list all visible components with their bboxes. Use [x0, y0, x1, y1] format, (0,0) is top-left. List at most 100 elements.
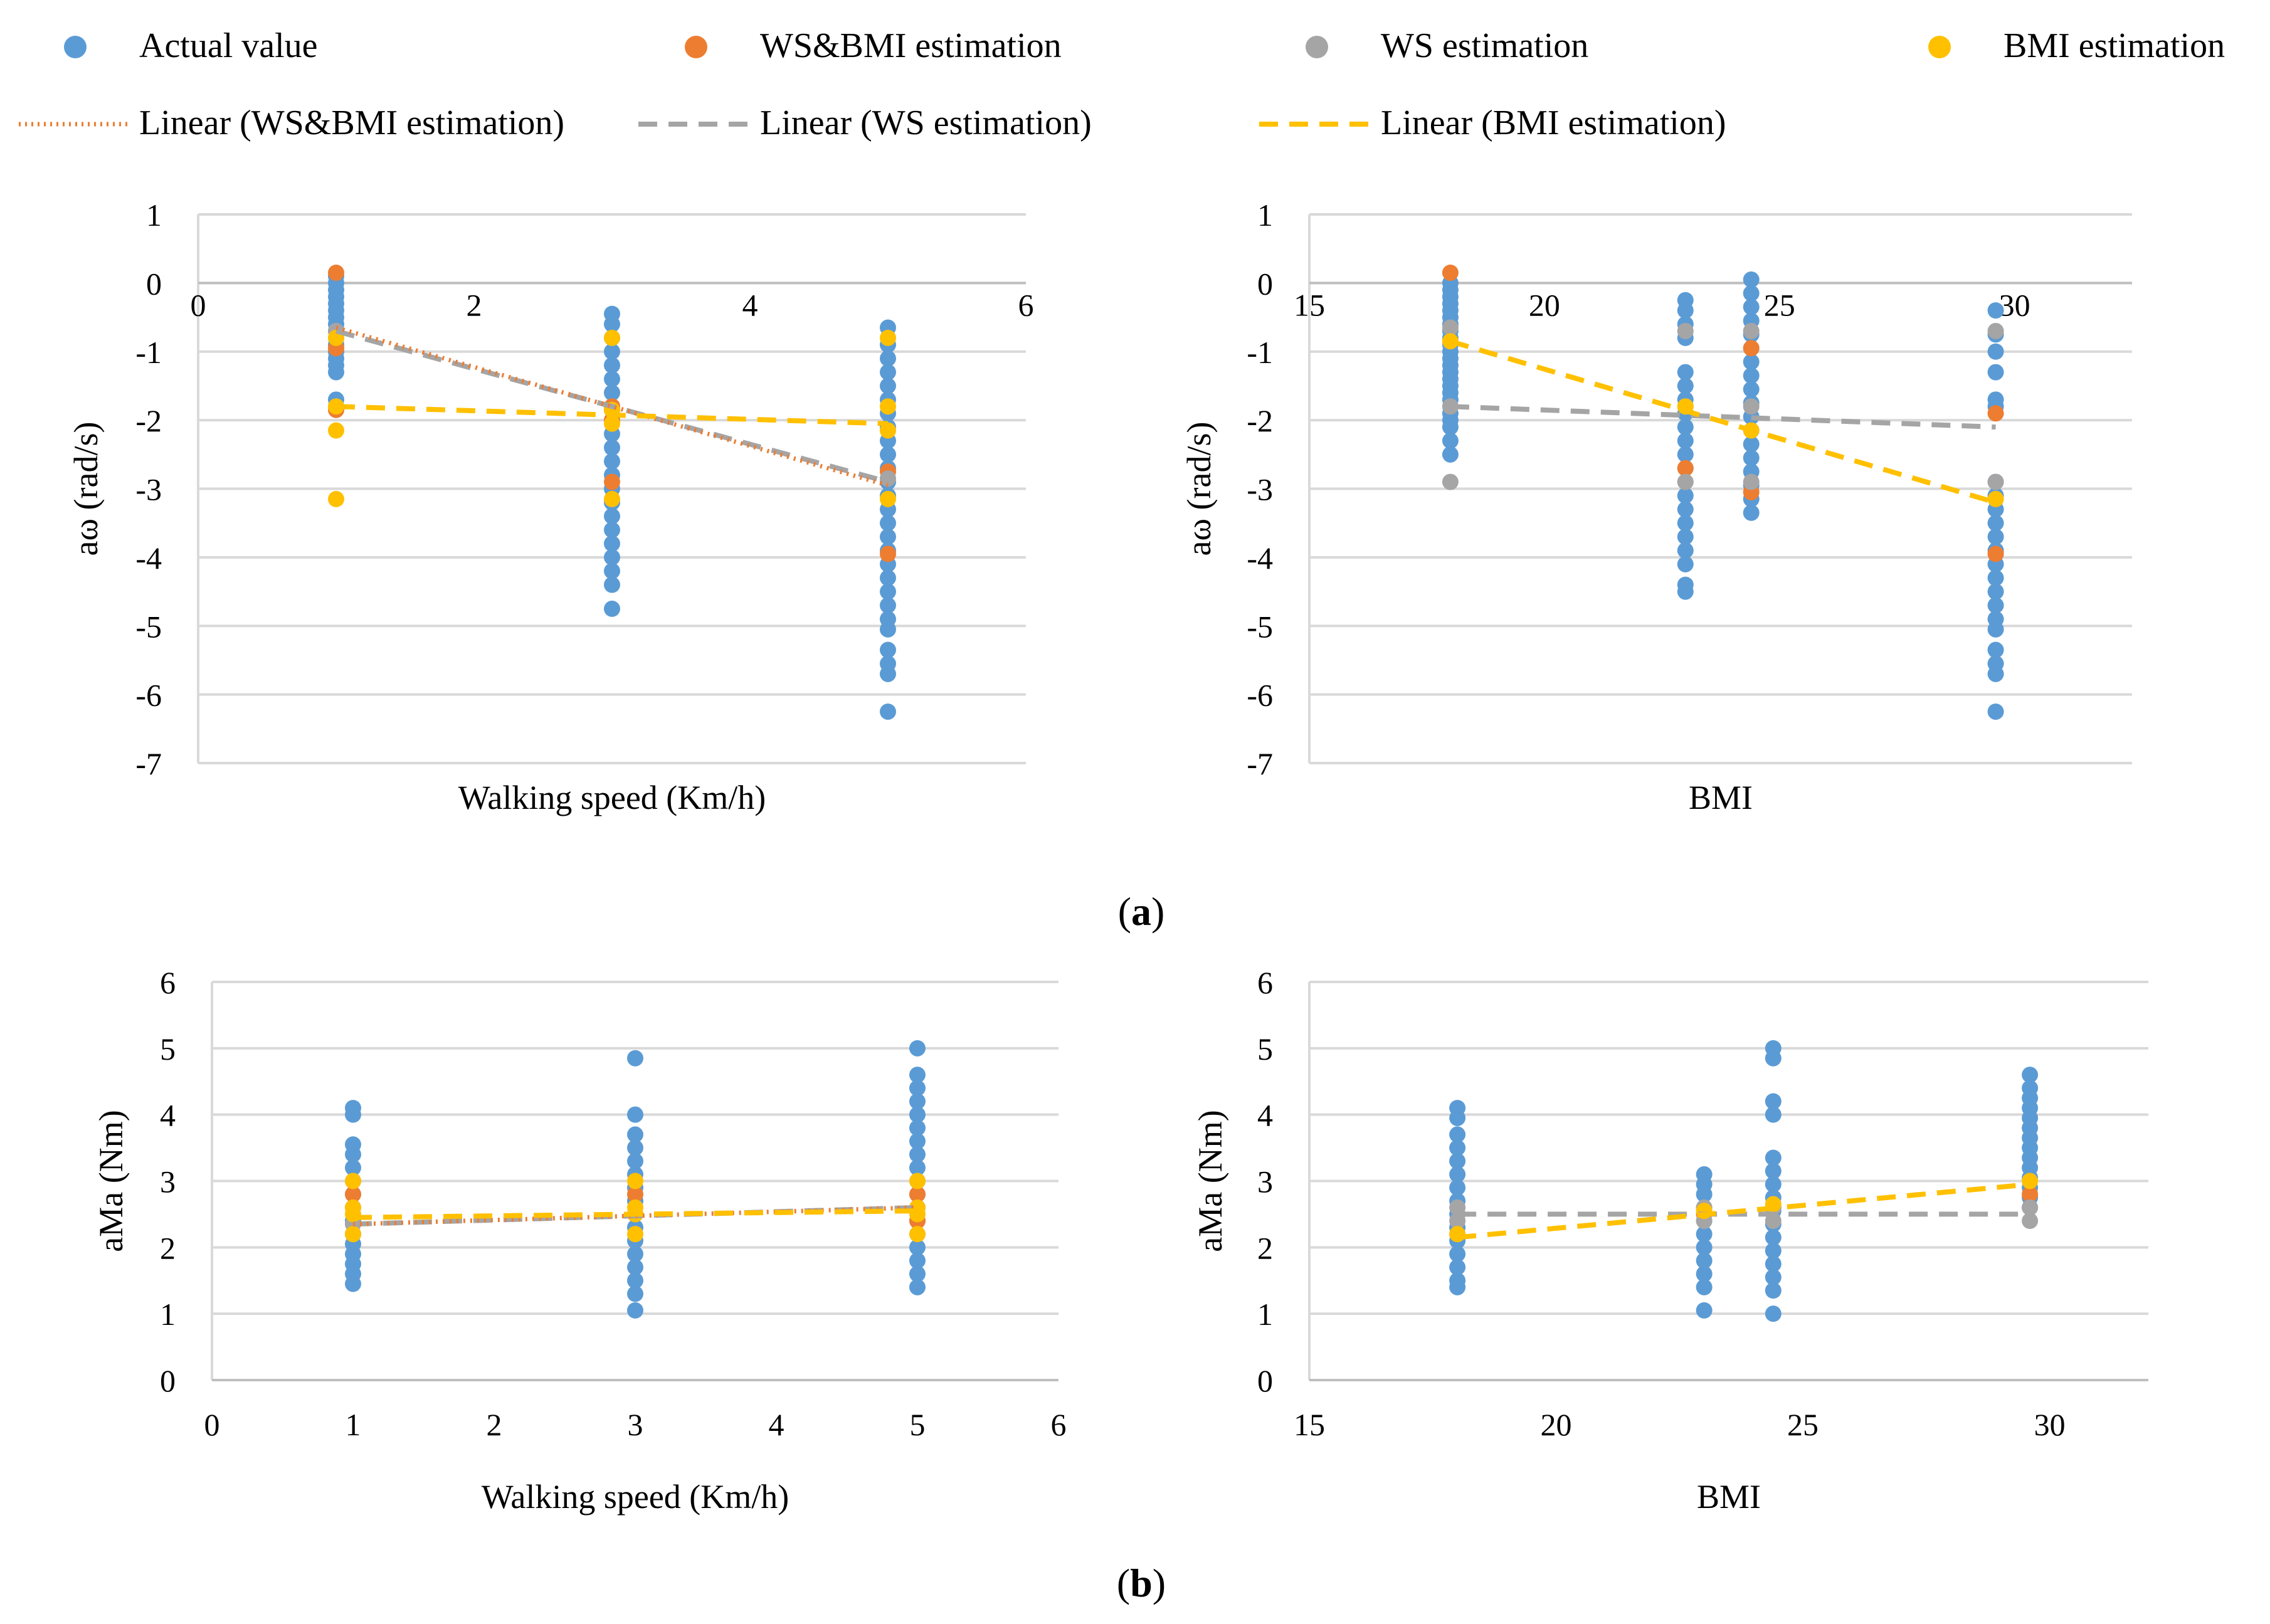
point-actual [909, 1146, 926, 1163]
point-actual [1987, 364, 2004, 381]
point-actual [909, 1239, 926, 1256]
legend-item-wsbmi: WS&BMI estimation [685, 26, 1062, 65]
point-actual [1449, 1259, 1466, 1276]
y-tick-label: -7 [135, 746, 162, 781]
y-tick-label: -7 [1247, 746, 1273, 781]
legend-marker-wsbmi [685, 36, 707, 58]
point-actual [1987, 597, 2004, 614]
point-actual [1987, 569, 2004, 586]
point-wsbmi-estimation [345, 1186, 361, 1203]
point-actual [1677, 556, 1694, 572]
point-actual [604, 384, 620, 401]
point-bmi-estimation [328, 490, 344, 507]
legend-item-linear-bmi: Linear (BMI estimation) [1259, 103, 1726, 142]
point-wsbmi-estimation [880, 546, 896, 562]
point-actual [1765, 1106, 1782, 1123]
point-actual [604, 549, 620, 566]
point-actual [604, 600, 620, 617]
y-tick-label: 3 [160, 1164, 176, 1200]
point-ws-estimation [1442, 319, 1459, 336]
y-tick-label: 6 [160, 965, 176, 1000]
point-bmi-estimation [604, 329, 620, 346]
x-tick-label: 5 [910, 1407, 926, 1442]
point-ws-estimation [1743, 398, 1760, 415]
x-tick-label: 6 [1051, 1407, 1067, 1442]
point-actual [627, 1139, 643, 1156]
point-actual [1677, 446, 1694, 463]
x-axis-title: Walking speed (Km/h) [458, 779, 766, 816]
point-actual [1987, 343, 2004, 360]
point-actual [604, 508, 620, 525]
y-tick-label: 3 [1257, 1164, 1273, 1200]
point-actual [909, 1252, 926, 1269]
point-actual [1765, 1093, 1782, 1110]
point-actual [627, 1126, 643, 1143]
y-tick-label: -3 [1247, 472, 1273, 507]
x-tick-label: 1 [346, 1407, 361, 1442]
y-tick-label: -6 [1247, 678, 1273, 713]
point-actual [627, 1152, 643, 1169]
point-actual [1987, 529, 2004, 546]
point-wsbmi-estimation [1677, 460, 1694, 477]
point-actual [1743, 367, 1760, 384]
point-actual [1765, 1242, 1782, 1259]
point-actual [1442, 446, 1459, 463]
point-actual [1449, 1139, 1466, 1156]
point-actual [909, 1040, 926, 1057]
point-actual [1765, 1149, 1782, 1166]
point-wsbmi-estimation [1987, 405, 2004, 422]
point-actual [627, 1302, 643, 1319]
y-axis-title: aMa (Nm) [92, 1110, 130, 1252]
point-actual [1743, 354, 1760, 371]
point-actual [1677, 364, 1694, 381]
y-tick-label: 1 [160, 1297, 176, 1332]
point-actual [604, 439, 620, 456]
point-wsbmi-estimation [604, 473, 620, 490]
point-actual [909, 1119, 926, 1136]
x-tick-label: 30 [2034, 1407, 2066, 1442]
x-tick-label: 30 [1999, 287, 2030, 322]
point-actual [1449, 1179, 1466, 1196]
point-actual [1677, 529, 1694, 546]
point-actual [1449, 1152, 1466, 1169]
point-actual [604, 357, 620, 374]
point-actual [604, 576, 620, 593]
point-actual [627, 1245, 643, 1262]
y-tick-label: -1 [135, 335, 162, 370]
y-tick-label: -3 [135, 472, 162, 507]
trendline-bmi-estimation [1457, 1181, 2030, 1240]
trendline-wsbmi-estimation [352, 1205, 918, 1226]
point-actual [1765, 1176, 1782, 1193]
y-tick-label: -4 [135, 540, 162, 576]
y-tick-label: 6 [1257, 965, 1273, 1000]
point-actual [1743, 450, 1760, 467]
point-actual [604, 316, 620, 332]
y-tick-label: -6 [135, 678, 162, 713]
point-actual [1987, 583, 2004, 600]
point-actual [909, 1133, 926, 1149]
point-actual [1696, 1226, 1713, 1243]
y-tick-label: 1 [1257, 198, 1273, 233]
y-tick-label: -4 [1247, 540, 1273, 576]
point-actual [2022, 1067, 2039, 1084]
point-actual [604, 371, 620, 388]
point-wsbmi-estimation [627, 1186, 643, 1203]
point-bmi-estimation [1987, 490, 2004, 507]
point-actual [880, 569, 896, 586]
legend-label-bmi: BMI estimation [2003, 26, 2225, 65]
point-actual [1677, 501, 1694, 518]
point-actual [1677, 302, 1694, 319]
chart-a-walking-speed: 1 0 -1 -2 -3 -4 -5 -6 -7 0 2 4 6 Walking speed (Km/h)… [67, 198, 1034, 816]
point-actual [1449, 1279, 1466, 1295]
point-ws-estimation [1743, 322, 1760, 339]
y-tick-label: 5 [1257, 1031, 1273, 1067]
point-bmi-estimation [909, 1173, 926, 1189]
y-tick-label: -5 [1247, 609, 1273, 644]
legend-item-bmi: BMI estimation [1928, 26, 2225, 65]
legend-label-linear-bmi: Linear (BMI estimation) [1381, 103, 1726, 142]
x-tick-label: 4 [769, 1407, 784, 1442]
y-tick-label: 2 [1257, 1230, 1273, 1265]
point-actual [880, 703, 896, 720]
x-tick-label: 0 [204, 1407, 220, 1442]
